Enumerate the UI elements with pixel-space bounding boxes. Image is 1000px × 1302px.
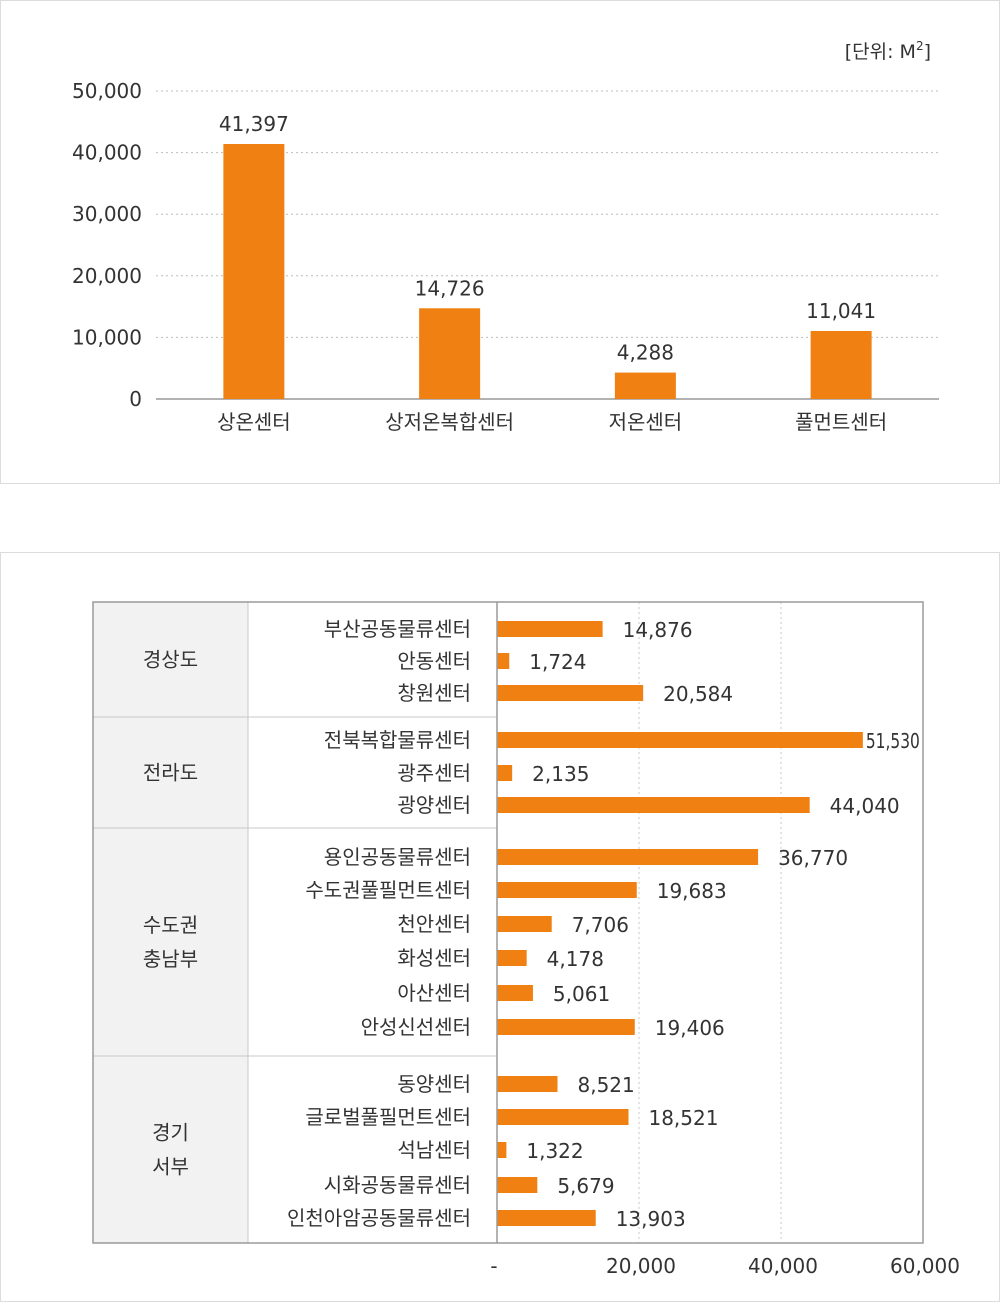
category-label: 풀먼트센터 [795, 410, 887, 434]
group-column-bg [93, 602, 248, 1243]
bar [419, 308, 481, 399]
vertical-bar-chart-panel: [단위: M2] 0 10,000 20,000 30,000 40,000 50,000 4… [0, 0, 1000, 484]
row-label: 동양센터 [397, 1072, 471, 1096]
y-tick-label: 30,000 [72, 202, 142, 226]
bar [497, 1142, 507, 1158]
bar [497, 797, 810, 813]
row-label: 수도권풀필먼트센터 [305, 878, 471, 902]
horizontal-bar-chart: 경상도 부산공동물류센터 14,876 안동센터 1,724 창원센터 20,584 전라도 전… [92, 601, 960, 1278]
row-label: 글로벌풀필먼트센터 [305, 1105, 471, 1129]
bar [497, 1210, 596, 1226]
data-label: 8,521 [577, 1073, 634, 1097]
y-tick-label: 10,000 [72, 325, 142, 349]
data-label: 20,584 [663, 682, 733, 706]
x-tick-label: - [490, 1254, 497, 1278]
row-label: 인천아암공동물류센터 [287, 1206, 471, 1230]
bar [497, 1109, 629, 1125]
row-label: 전북복합물류센터 [324, 728, 471, 752]
data-label: 36,770 [778, 846, 848, 870]
bar [810, 330, 872, 399]
category-label: 상온센터 [217, 410, 291, 434]
data-label: 19,683 [657, 879, 727, 903]
unit-label: [단위: M2] [845, 39, 931, 63]
bar [497, 1019, 635, 1035]
row-label: 천안센터 [397, 912, 471, 936]
row-label: 화성센터 [397, 946, 471, 970]
bar [497, 882, 637, 898]
data-label: 11,041 [806, 299, 876, 323]
horizontal-bar-chart-panel: 경상도 부산공동물류센터 14,876 안동센터 1,724 창원센터 20,584 전라도 전… [0, 552, 1000, 1302]
bar [614, 372, 676, 399]
bar [497, 685, 644, 701]
y-tick-label: 0 [129, 387, 142, 411]
data-label: 51,530 [866, 729, 920, 753]
category-label: 상저온복합센터 [385, 410, 514, 434]
group-label: 경상도 [143, 648, 198, 672]
group-label: 전라도 [143, 761, 198, 785]
group-label: 서부 [152, 1155, 189, 1179]
row-label: 안성신선센터 [361, 1015, 471, 1039]
data-label: 13,903 [616, 1207, 686, 1231]
bar [497, 653, 510, 669]
row-label: 부산공동물류센터 [324, 617, 471, 641]
row-label: 시화공동물류센터 [324, 1173, 471, 1197]
data-label: 1,322 [526, 1139, 583, 1163]
group-label: 충남부 [143, 947, 198, 971]
category-label: 저온센터 [609, 410, 683, 434]
y-tick-label: 50,000 [72, 79, 142, 103]
bar [497, 765, 513, 781]
x-tick-label: 60,000 [890, 1254, 960, 1278]
row-label: 창원센터 [397, 681, 471, 705]
data-label: 44,040 [830, 794, 900, 818]
data-label: 19,406 [655, 1016, 725, 1040]
bar [223, 143, 285, 399]
data-label: 2,135 [532, 762, 589, 786]
bar [497, 849, 759, 865]
x-tick-label: 20,000 [606, 1254, 676, 1278]
y-tick-label: 20,000 [72, 264, 142, 288]
data-label: 4,178 [547, 947, 604, 971]
bar [497, 950, 527, 966]
row-label: 석남센터 [397, 1138, 471, 1162]
bar [497, 1076, 558, 1092]
group-label: 수도권 [143, 913, 198, 937]
data-label: 5,679 [557, 1174, 614, 1198]
data-label: 7,706 [572, 913, 629, 937]
table-border [92, 601, 924, 1244]
bar [497, 621, 603, 637]
row-label: 용인공동물류센터 [324, 845, 471, 869]
bar [497, 985, 533, 1001]
row-label: 광주센터 [397, 761, 471, 785]
data-label: 41,397 [219, 112, 289, 136]
bar [497, 1177, 538, 1193]
x-tick-label: 40,000 [748, 1254, 818, 1278]
row-label: 아산센터 [397, 981, 471, 1005]
row-label: 안동센터 [397, 649, 471, 673]
data-label: 4,288 [617, 341, 674, 365]
y-tick-label: 40,000 [72, 141, 142, 165]
data-label: 5,061 [553, 982, 610, 1006]
bar [497, 916, 552, 932]
group-label: 경기 [152, 1121, 189, 1145]
data-label: 18,521 [648, 1106, 718, 1130]
bar [497, 732, 863, 748]
data-label: 14,726 [415, 276, 485, 300]
data-label: 1,724 [529, 650, 586, 674]
row-label: 광양센터 [397, 793, 471, 817]
vertical-bar-chart: [단위: M2] 0 10,000 20,000 30,000 40,000 50,000 4… [72, 39, 939, 434]
data-label: 14,876 [623, 618, 693, 642]
